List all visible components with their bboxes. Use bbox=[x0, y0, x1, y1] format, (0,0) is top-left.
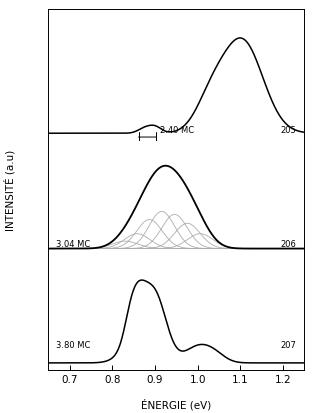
Text: 205: 205 bbox=[281, 126, 296, 135]
Text: ÉNERGIE (eV): ÉNERGIE (eV) bbox=[141, 398, 212, 410]
Text: INTENSITÉ (a.u): INTENSITÉ (a.u) bbox=[4, 150, 15, 230]
Text: 3.04 MC: 3.04 MC bbox=[56, 240, 90, 249]
Text: 207: 207 bbox=[281, 340, 296, 349]
Text: 2.40 MC: 2.40 MC bbox=[160, 126, 194, 135]
Text: 3.80 MC: 3.80 MC bbox=[56, 340, 90, 349]
Text: 206: 206 bbox=[281, 240, 296, 249]
